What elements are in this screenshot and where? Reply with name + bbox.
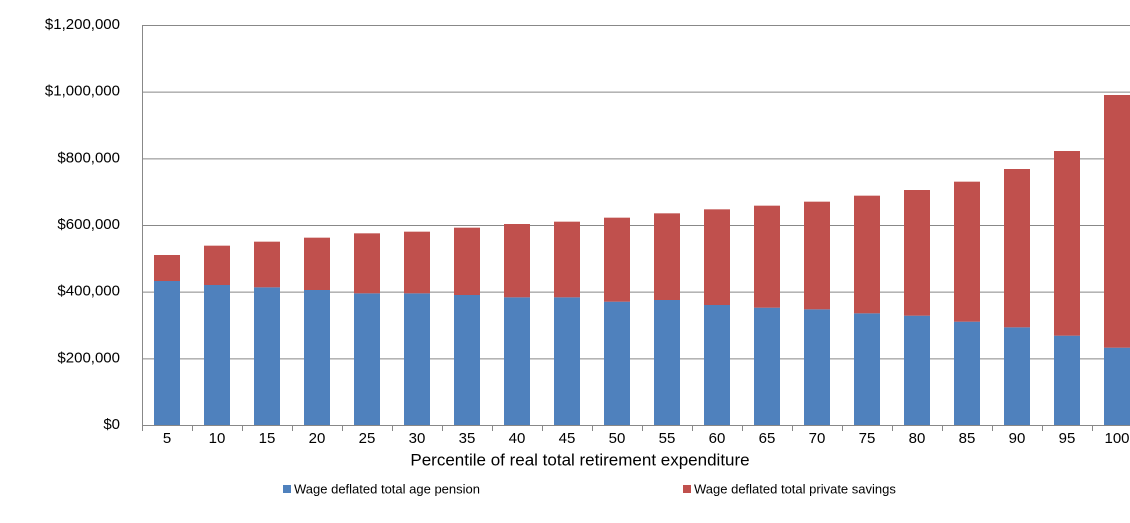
bar-segment	[254, 287, 280, 425]
x-tick-label: 35	[459, 430, 476, 447]
x-tick-label: 10	[209, 430, 226, 447]
x-tick-label: 50	[609, 430, 626, 447]
x-tick-label: 65	[759, 430, 776, 447]
y-tick-label: $1,200,000	[45, 16, 120, 33]
x-tick-label: 80	[909, 430, 926, 447]
bar-segment	[754, 205, 780, 308]
x-tick-label: 30	[409, 430, 426, 447]
y-tick-label: $600,000	[57, 216, 120, 233]
bar-segment	[354, 293, 380, 425]
y-tick-label: $1,000,000	[45, 83, 120, 100]
x-tick-label: 85	[959, 430, 976, 447]
bar-segment	[654, 213, 680, 300]
bar-segment	[1104, 95, 1130, 348]
legend-label: Wage deflated total age pension	[294, 481, 480, 496]
bar-segment	[254, 241, 280, 288]
x-tick-label: 90	[1009, 430, 1026, 447]
x-tick-label: 100	[1104, 430, 1129, 447]
bar-segment	[854, 195, 880, 314]
bar-segment	[204, 245, 230, 285]
bar-segment	[454, 227, 480, 295]
bar-segment	[154, 281, 180, 425]
bar-segment	[554, 221, 580, 298]
bar-segment	[854, 313, 880, 425]
bar-segment	[504, 297, 530, 425]
bar-segment	[654, 300, 680, 425]
bar-segment	[204, 285, 230, 425]
bar-segment	[1004, 327, 1030, 425]
bar-segment	[804, 201, 830, 310]
x-tick-label: 20	[309, 430, 326, 447]
x-tick-label: 45	[559, 430, 576, 447]
bar-segment	[304, 237, 330, 290]
bar-segment	[554, 297, 580, 425]
x-axis-title: Percentile of real total retirement expe…	[410, 450, 749, 469]
bar-segment	[404, 231, 430, 294]
x-tick-label: 75	[859, 430, 876, 447]
bar-segment	[704, 209, 730, 305]
bar-segment	[604, 301, 630, 425]
y-tick-label: $800,000	[57, 149, 120, 166]
y-tick-label: $0	[103, 416, 120, 433]
bar-segment	[954, 181, 980, 322]
x-tick-label: 40	[509, 430, 526, 447]
legend-label: Wage deflated total private savings	[694, 481, 896, 496]
bar-segment	[704, 305, 730, 425]
bar-segment	[1004, 169, 1030, 328]
x-tick-label: 60	[709, 430, 726, 447]
bar-segment	[154, 255, 180, 281]
bar-segment	[404, 293, 430, 425]
bar-segment	[804, 309, 830, 425]
bar-segment	[754, 307, 780, 425]
legend-swatch	[283, 485, 291, 493]
bar-segment	[354, 233, 380, 294]
bar-segment	[954, 321, 980, 425]
x-tick-label: 55	[659, 430, 676, 447]
bar-segment	[904, 315, 930, 425]
x-tick-label: 95	[1059, 430, 1076, 447]
y-tick-label: $400,000	[57, 283, 120, 300]
bar-segment	[1054, 335, 1080, 425]
bar-segment	[454, 295, 480, 425]
bar-segment	[504, 224, 530, 298]
x-tick-label: 25	[359, 430, 376, 447]
x-tick-label: 15	[259, 430, 276, 447]
bar-segment	[604, 217, 630, 302]
bar-segment	[304, 290, 330, 425]
bar-segment	[1054, 151, 1080, 336]
x-tick-label: 5	[163, 430, 171, 447]
bar-segment	[1104, 347, 1130, 425]
x-tick-label: 70	[809, 430, 826, 447]
bar-segment	[904, 190, 930, 316]
legend-swatch	[683, 485, 691, 493]
y-tick-label: $200,000	[57, 349, 120, 366]
